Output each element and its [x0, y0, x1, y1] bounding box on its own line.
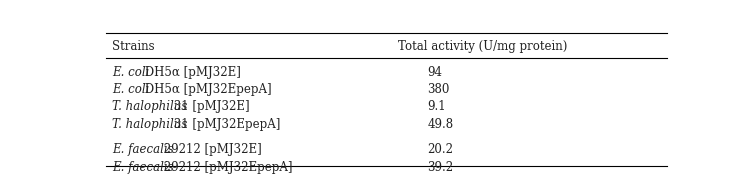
Text: 29212 [pMJ32EpepA]: 29212 [pMJ32EpepA]: [160, 161, 292, 174]
Text: Strains: Strains: [112, 40, 155, 53]
Text: E. coli: E. coli: [112, 83, 149, 96]
Text: 20.2: 20.2: [428, 143, 453, 156]
Text: E. coli: E. coli: [112, 66, 149, 79]
Text: Total activity (U/mg protein): Total activity (U/mg protein): [398, 40, 568, 53]
Text: E. faecalis: E. faecalis: [112, 161, 173, 174]
Text: 9.1: 9.1: [428, 100, 446, 113]
Text: 94: 94: [428, 66, 443, 79]
Text: DH5α [pMJ32EpepA]: DH5α [pMJ32EpepA]: [141, 83, 271, 96]
Text: 31 [pMJ32EpepA]: 31 [pMJ32EpepA]: [170, 118, 280, 131]
Text: T. halophilus: T. halophilus: [112, 100, 187, 113]
Text: DH5α [pMJ32E]: DH5α [pMJ32E]: [141, 66, 241, 79]
Text: 49.8: 49.8: [428, 118, 453, 131]
Text: 380: 380: [428, 83, 449, 96]
Text: 31 [pMJ32E]: 31 [pMJ32E]: [170, 100, 250, 113]
Text: 39.2: 39.2: [428, 161, 453, 174]
Text: E. faecalis: E. faecalis: [112, 143, 173, 156]
Text: 29212 [pMJ32E]: 29212 [pMJ32E]: [160, 143, 262, 156]
Text: T. halophilus: T. halophilus: [112, 118, 187, 131]
